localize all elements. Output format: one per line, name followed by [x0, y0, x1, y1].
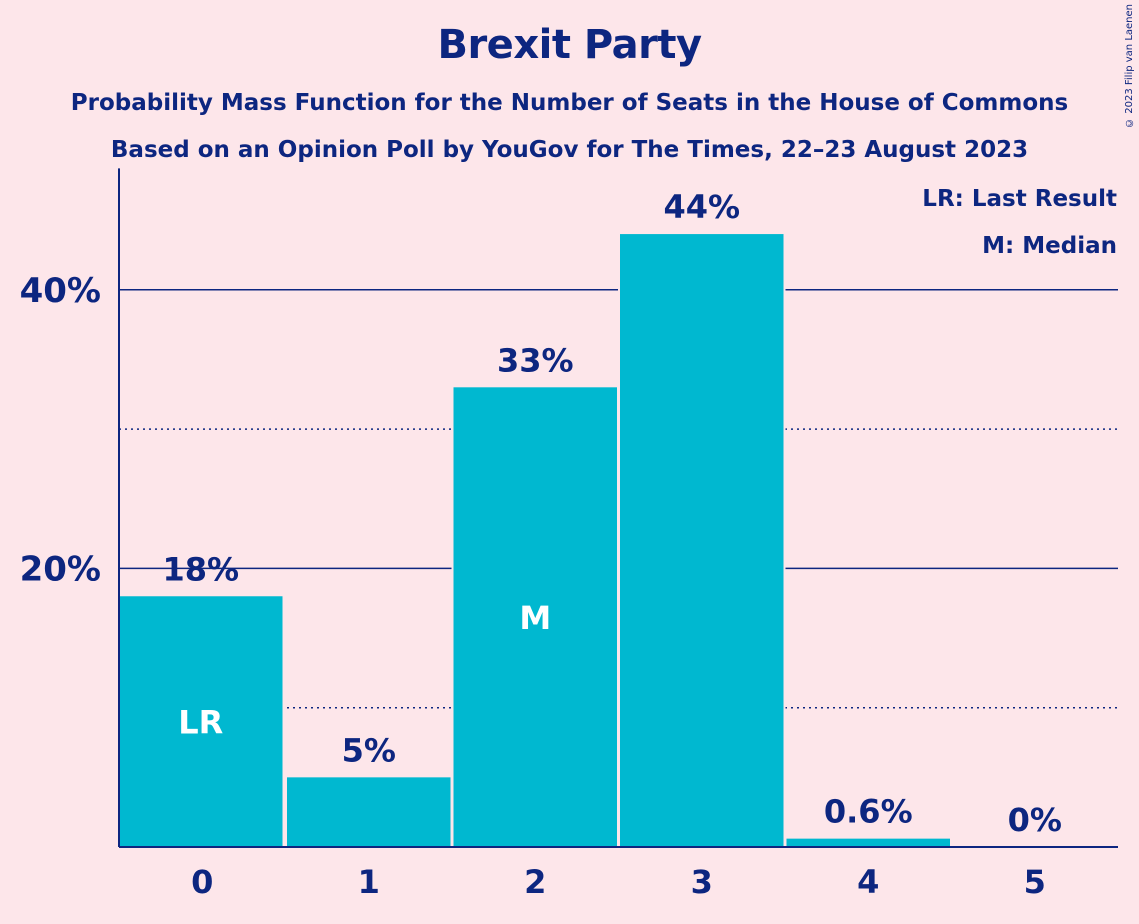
x-tick-label: 2 — [524, 863, 546, 901]
y-tick-label: 20% — [20, 549, 101, 589]
chart-subtitle-line-1: Probability Mass Function for the Number… — [70, 90, 1069, 116]
x-tick-label: 0 — [191, 863, 213, 901]
bar — [786, 838, 950, 847]
bar-value-label: 0.6% — [824, 793, 913, 831]
bar — [453, 387, 617, 847]
bar-value-label: 33% — [497, 341, 574, 379]
x-tick-label: 1 — [358, 863, 380, 901]
bar-value-label: 5% — [342, 731, 396, 769]
bar-value-label: 18% — [162, 550, 239, 588]
chart-subtitle-line-2: Based on an Opinion Poll by YouGov for T… — [110, 137, 1029, 163]
median-marker: M — [519, 599, 551, 637]
x-tick-label: 4 — [857, 863, 879, 901]
bar-value-label: 44% — [663, 188, 740, 226]
bar — [119, 596, 283, 847]
y-tick-label: 40% — [20, 271, 101, 311]
x-tick-label: 5 — [1024, 863, 1046, 901]
legend-median: M: Median — [982, 233, 1117, 259]
bar — [287, 777, 451, 847]
bar-value-label: 0% — [1008, 801, 1062, 839]
bar — [620, 234, 784, 847]
legend-last-result: LR: Last Result — [922, 186, 1117, 212]
last-result-marker: LR — [178, 704, 223, 742]
chart-title: Brexit Party — [437, 22, 702, 68]
x-tick-label: 3 — [691, 863, 713, 901]
